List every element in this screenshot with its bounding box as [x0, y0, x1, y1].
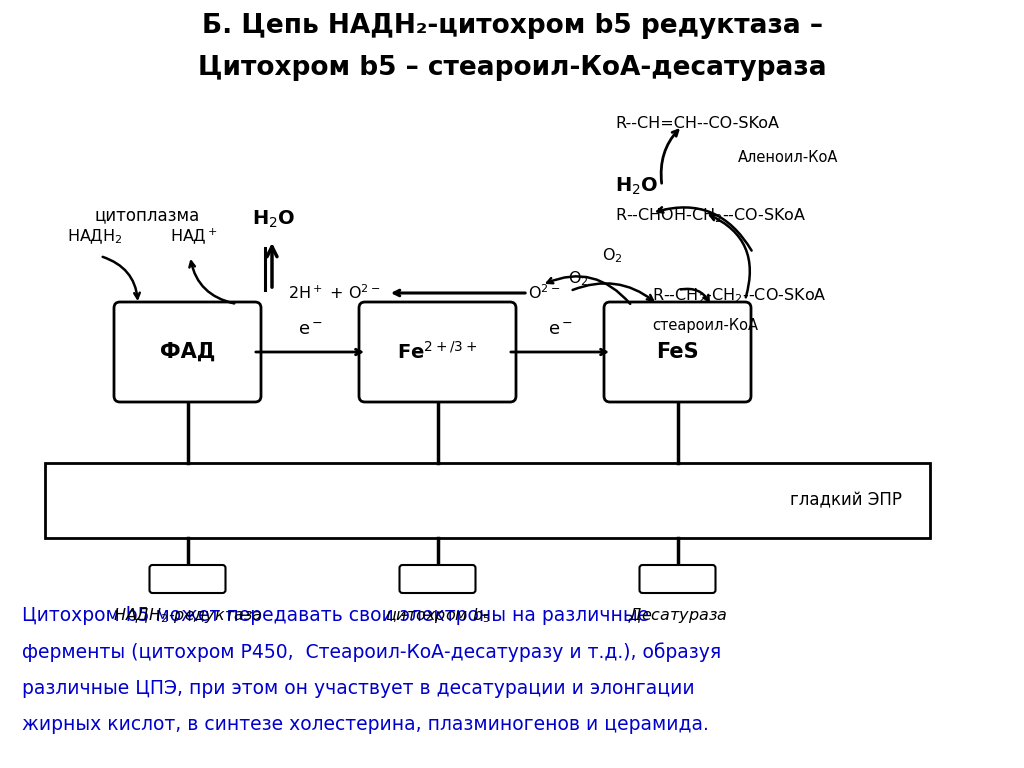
Text: 2H$^+$ + O$^{2-}$: 2H$^+$ + O$^{2-}$	[288, 283, 380, 303]
Text: FeS: FeS	[656, 342, 698, 362]
FancyBboxPatch shape	[399, 565, 475, 593]
Text: e$^-$: e$^-$	[298, 321, 323, 339]
FancyBboxPatch shape	[114, 302, 261, 402]
Text: H$_2$O: H$_2$O	[615, 176, 658, 197]
Text: H$_2$O: H$_2$O	[252, 209, 296, 230]
FancyBboxPatch shape	[640, 565, 716, 593]
Text: O$_2$: O$_2$	[602, 246, 623, 265]
Text: стеароил-КоА: стеароил-КоА	[652, 318, 758, 333]
Text: $\mathit{цитохром\ b_5}$: $\mathit{цитохром\ b_5}$	[385, 606, 490, 625]
Text: O$_2$: O$_2$	[567, 270, 589, 288]
Text: R--CH$_2$-CH$_2$--CO-SKoA: R--CH$_2$-CH$_2$--CO-SKoA	[652, 286, 826, 305]
Text: Цитохром b5 – стеароил-КоА-десатураза: Цитохром b5 – стеароил-КоА-десатураза	[198, 55, 826, 81]
Text: Цитохром b5 может передавать свои электроны на различные: Цитохром b5 может передавать свои электр…	[22, 606, 649, 625]
Text: гладкий ЭПР: гладкий ЭПР	[790, 491, 902, 509]
Text: НАДН$_2$: НАДН$_2$	[68, 227, 123, 246]
Text: ферменты (цитохром Р450,  Стеароил-КоА-десатуразу и т.д.), образуя: ферменты (цитохром Р450, Стеароил-КоА-де…	[22, 643, 721, 662]
FancyBboxPatch shape	[359, 302, 516, 402]
Text: Fe$^{2+/3+}$: Fe$^{2+/3+}$	[397, 341, 477, 363]
Bar	[45, 463, 930, 538]
Text: различные ЦПЭ, при этом он участвует в десатурации и элонгации: различные ЦПЭ, при этом он участвует в д…	[22, 679, 694, 698]
Text: ФАД: ФАД	[160, 342, 215, 362]
Text: НАД$^+$: НАД$^+$	[170, 226, 218, 246]
Text: R--CH=CH--CO-SKoA: R--CH=CH--CO-SKoA	[615, 116, 779, 131]
FancyBboxPatch shape	[150, 565, 225, 593]
Text: $\mathit{НАДН_2}$-редуктаза: $\mathit{НАДН_2}$-редуктаза	[113, 606, 262, 625]
Text: Аленоил-КоА: Аленоил-КоА	[738, 150, 839, 165]
FancyBboxPatch shape	[604, 302, 751, 402]
Text: жирных кислот, в синтезе холестерина, плазминогенов и церамида.: жирных кислот, в синтезе холестерина, пл…	[22, 716, 709, 734]
Text: e$^-$: e$^-$	[548, 321, 572, 339]
Text: O$^{2-}$: O$^{2-}$	[528, 283, 560, 303]
Text: цитоплазма: цитоплазма	[95, 206, 201, 224]
Text: Б. Цепь НАДН₂-цитохром b5 редуктаза –: Б. Цепь НАДН₂-цитохром b5 редуктаза –	[202, 13, 822, 39]
Text: R--CHOH-CH$_2$--CO-SKoA: R--CHOH-CH$_2$--CO-SKoA	[615, 206, 807, 225]
Text: $\mathit{Десатураза}$: $\mathit{Десатураза}$	[628, 606, 727, 625]
